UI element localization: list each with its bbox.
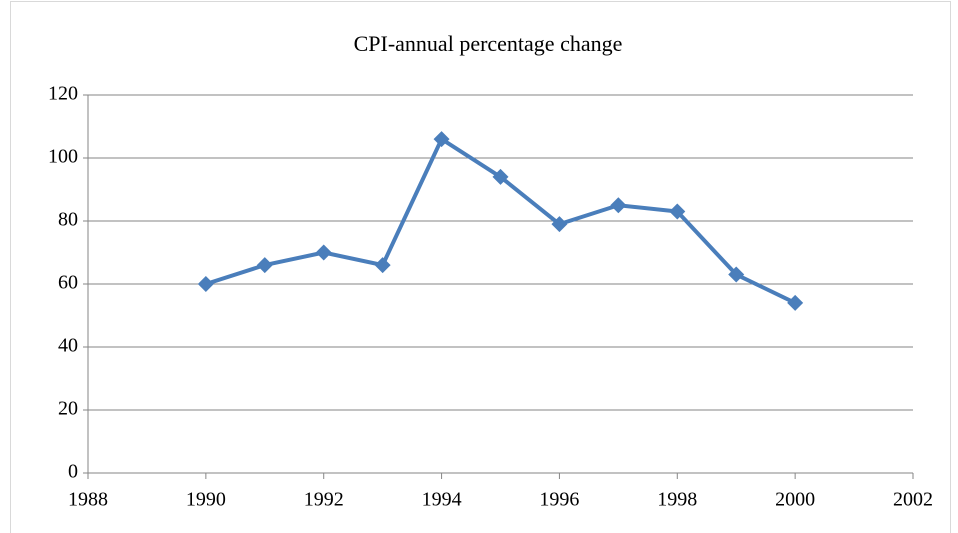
y-tick-label: 60 — [58, 272, 78, 294]
y-tick-label: 20 — [58, 398, 78, 420]
data-point — [315, 244, 332, 261]
data-point — [787, 294, 804, 311]
data-point — [728, 266, 745, 283]
chart-title: CPI-annual percentage change — [354, 31, 623, 56]
x-tick-label: 1992 — [304, 489, 344, 511]
y-tick-label: 40 — [58, 335, 78, 357]
data-point — [197, 276, 214, 292]
data-point — [433, 131, 450, 148]
y-tick-label: 80 — [58, 209, 78, 231]
data-point — [669, 203, 686, 220]
x-tick-label: 1996 — [539, 489, 579, 511]
data-point — [551, 216, 568, 233]
x-tick-label: 1990 — [186, 489, 226, 511]
data-point — [256, 257, 273, 274]
x-tick-label: 2002 — [893, 489, 933, 511]
y-tick-label: 120 — [48, 83, 78, 105]
y-tick-label: 0 — [68, 461, 78, 483]
data-point — [492, 168, 509, 185]
x-tick-label: 1988 — [68, 489, 108, 511]
y-tick-label: 100 — [48, 146, 78, 168]
x-tick-label: 1994 — [422, 489, 462, 511]
chart-frame — [10, 1, 951, 533]
x-tick-label: 2000 — [775, 489, 815, 511]
data-point — [374, 257, 391, 274]
x-tick-label: 1998 — [657, 489, 697, 511]
data-point — [610, 197, 627, 214]
